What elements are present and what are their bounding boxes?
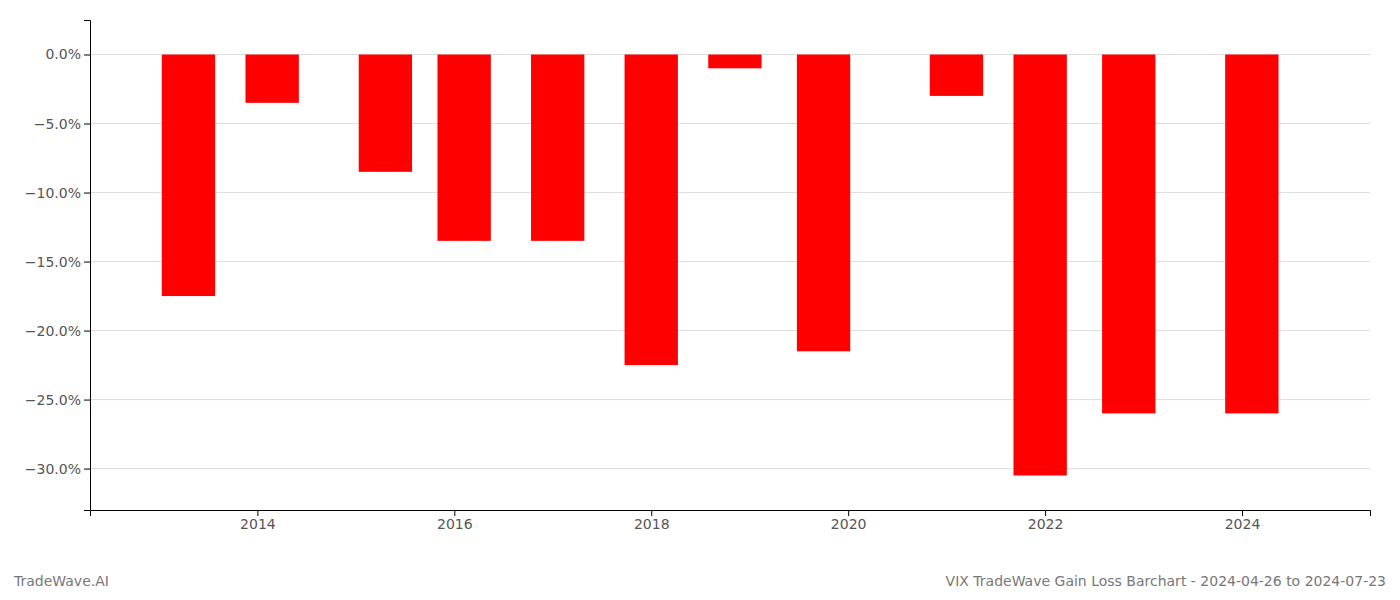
tick: −5.0% <box>34 116 90 132</box>
bar <box>1225 55 1278 414</box>
bar <box>359 55 412 172</box>
tick: 2024 <box>1225 510 1261 532</box>
tick-label: −5.0% <box>34 116 81 132</box>
grid-line <box>90 399 1370 400</box>
tick: −10.0% <box>25 185 90 201</box>
grid-line <box>90 192 1370 193</box>
tick-label: −25.0% <box>25 392 81 408</box>
bar <box>245 55 298 103</box>
bar <box>708 55 761 69</box>
bar <box>437 55 490 241</box>
y-axis: 0.0% −5.0% −10.0% −15.0% −20.0% −25.0% −30.0% <box>25 21 91 511</box>
tick-label: 2018 <box>634 516 670 532</box>
tick: 2020 <box>831 510 867 532</box>
annotation: TradeWave.AI <box>13 573 109 589</box>
bar <box>1102 55 1155 414</box>
tick: −30.0% <box>25 461 90 477</box>
tick: −20.0% <box>25 323 90 339</box>
bar <box>1013 55 1066 476</box>
tick-mark <box>84 331 90 332</box>
axis-line <box>84 21 91 511</box>
axis-line <box>91 511 1371 517</box>
bars <box>162 55 1279 476</box>
tick-mark <box>84 400 90 401</box>
tick: 2014 <box>240 510 276 532</box>
tick-label: 2014 <box>240 516 276 532</box>
grid <box>90 55 1370 469</box>
bar <box>797 55 850 352</box>
tick-label: −30.0% <box>25 461 81 477</box>
tick-label: 2016 <box>437 516 473 532</box>
tick: 0.0% <box>45 46 90 62</box>
grid-line <box>90 468 1370 469</box>
tick-mark <box>84 262 90 263</box>
tick-label: 0.0% <box>45 46 81 62</box>
grid-line <box>90 330 1370 331</box>
tick-mark <box>84 55 90 56</box>
chart: 2014 2016 2018 2020 2022 2024 0.0% −5.0% −10.0% −… <box>0 0 1400 600</box>
grid-line <box>90 123 1370 124</box>
tick: −25.0% <box>25 392 90 408</box>
x-axis: 2014 2016 2018 2020 2022 2024 <box>91 510 1371 532</box>
tick-label: 2020 <box>831 516 867 532</box>
title: VIX TradeWave Gain Loss Barchart - 2024-… <box>946 573 1386 589</box>
tick: 2018 <box>634 510 670 532</box>
tick-label: −20.0% <box>25 323 81 339</box>
tick-mark <box>84 469 90 470</box>
grid-line <box>90 261 1370 262</box>
bar <box>930 55 983 96</box>
tick: −15.0% <box>25 254 90 270</box>
tick-mark <box>84 124 90 125</box>
tick-label: 2022 <box>1028 516 1064 532</box>
bar <box>162 55 215 297</box>
tick-label: −15.0% <box>25 254 81 270</box>
bar <box>625 55 678 366</box>
tick-label: 2024 <box>1225 516 1261 532</box>
tick-label: −10.0% <box>25 185 81 201</box>
bar <box>531 55 584 241</box>
tick: 2022 <box>1028 510 1064 532</box>
tick-mark <box>84 193 90 194</box>
tick: 2016 <box>437 510 473 532</box>
